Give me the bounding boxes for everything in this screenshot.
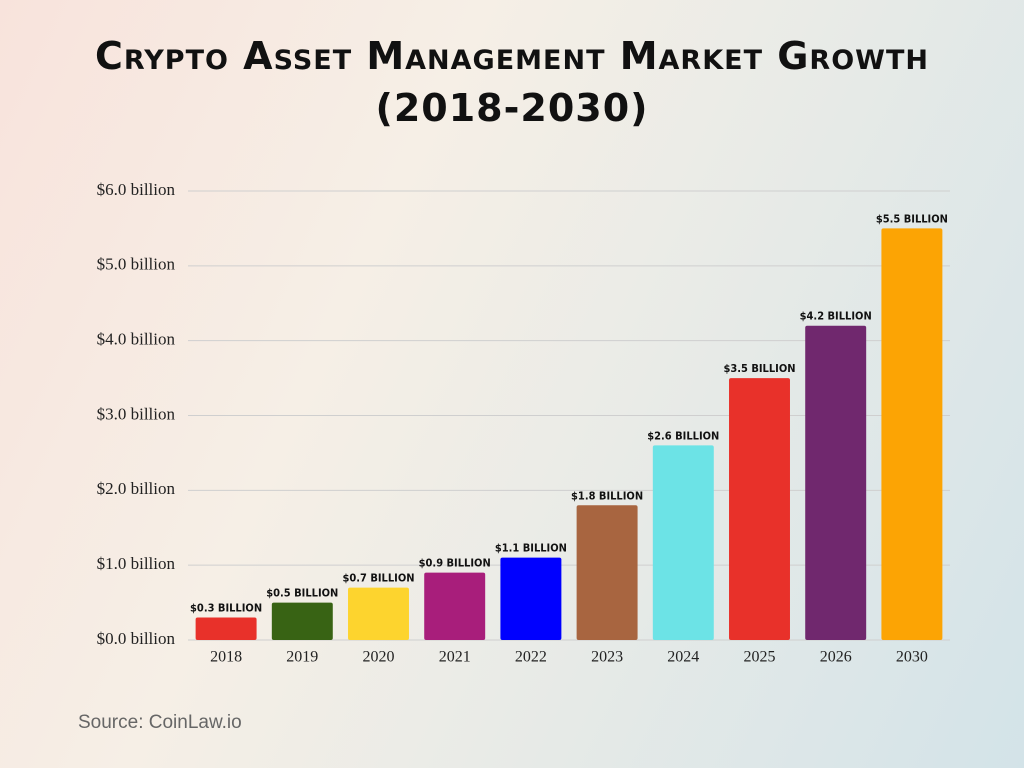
value-label: $1.8 BILLION (571, 489, 643, 502)
bar (348, 587, 409, 640)
y-tick-label: $6.0 billion (97, 180, 176, 199)
y-tick-label: $4.0 billion (97, 330, 176, 349)
bar (271, 602, 333, 640)
bar (424, 572, 486, 640)
value-label: $0.5 BILLION (266, 587, 338, 600)
x-tick-label: 2021 (439, 649, 471, 666)
x-tick-label: 2020 (363, 649, 395, 666)
value-label: $5.5 BILLION (876, 212, 948, 225)
value-label: $2.6 BILLION (647, 429, 719, 442)
bar (805, 325, 867, 640)
value-label: $4.2 BILLION (800, 310, 872, 323)
y-tick-label: $5.0 billion (97, 255, 176, 274)
x-tick-label: 2030 (896, 649, 928, 666)
x-tick-label: 2022 (515, 649, 547, 666)
y-tick-label: $3.0 billion (97, 404, 176, 423)
value-label: $3.5 BILLION (723, 362, 795, 375)
bar (195, 617, 257, 640)
source: Source: CoinLaw.io (78, 712, 242, 733)
value-label: $1.1 BILLION (495, 542, 567, 555)
bar (652, 445, 714, 640)
value-label: $0.9 BILLION (419, 557, 491, 570)
y-tick-label: $1.0 billion (97, 554, 176, 573)
y-tick-label: $2.0 billion (97, 479, 176, 498)
chart-title: Crypto Asset Management Market Growth (2… (95, 34, 929, 130)
bar (881, 228, 943, 640)
x-tick-label: 2018 (210, 649, 242, 666)
y-tick-label: $0.0 billion (97, 629, 176, 648)
x-tick-label: 2024 (667, 649, 699, 666)
bar (500, 557, 562, 640)
value-label: $0.3 BILLION (190, 602, 262, 615)
bar (576, 505, 638, 640)
x-tick-label: 2023 (591, 649, 623, 666)
x-tick-label: 2026 (820, 649, 852, 666)
bar (729, 378, 790, 640)
x-tick-label: 2025 (744, 649, 776, 666)
x-tick-label: 2019 (286, 649, 318, 666)
value-label: $0.7 BILLION (342, 572, 414, 585)
